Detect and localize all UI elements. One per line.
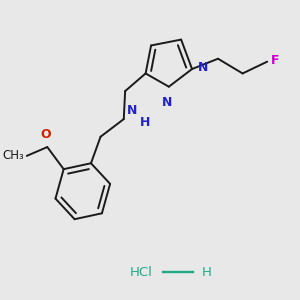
Text: H: H: [202, 266, 212, 279]
Text: CH₃: CH₃: [3, 149, 25, 162]
Text: N: N: [198, 61, 208, 74]
Text: N: N: [162, 96, 173, 109]
Text: F: F: [271, 54, 280, 67]
Text: HCl: HCl: [130, 266, 153, 279]
Text: H: H: [140, 116, 151, 129]
Text: N: N: [127, 104, 137, 117]
Text: O: O: [40, 128, 51, 141]
